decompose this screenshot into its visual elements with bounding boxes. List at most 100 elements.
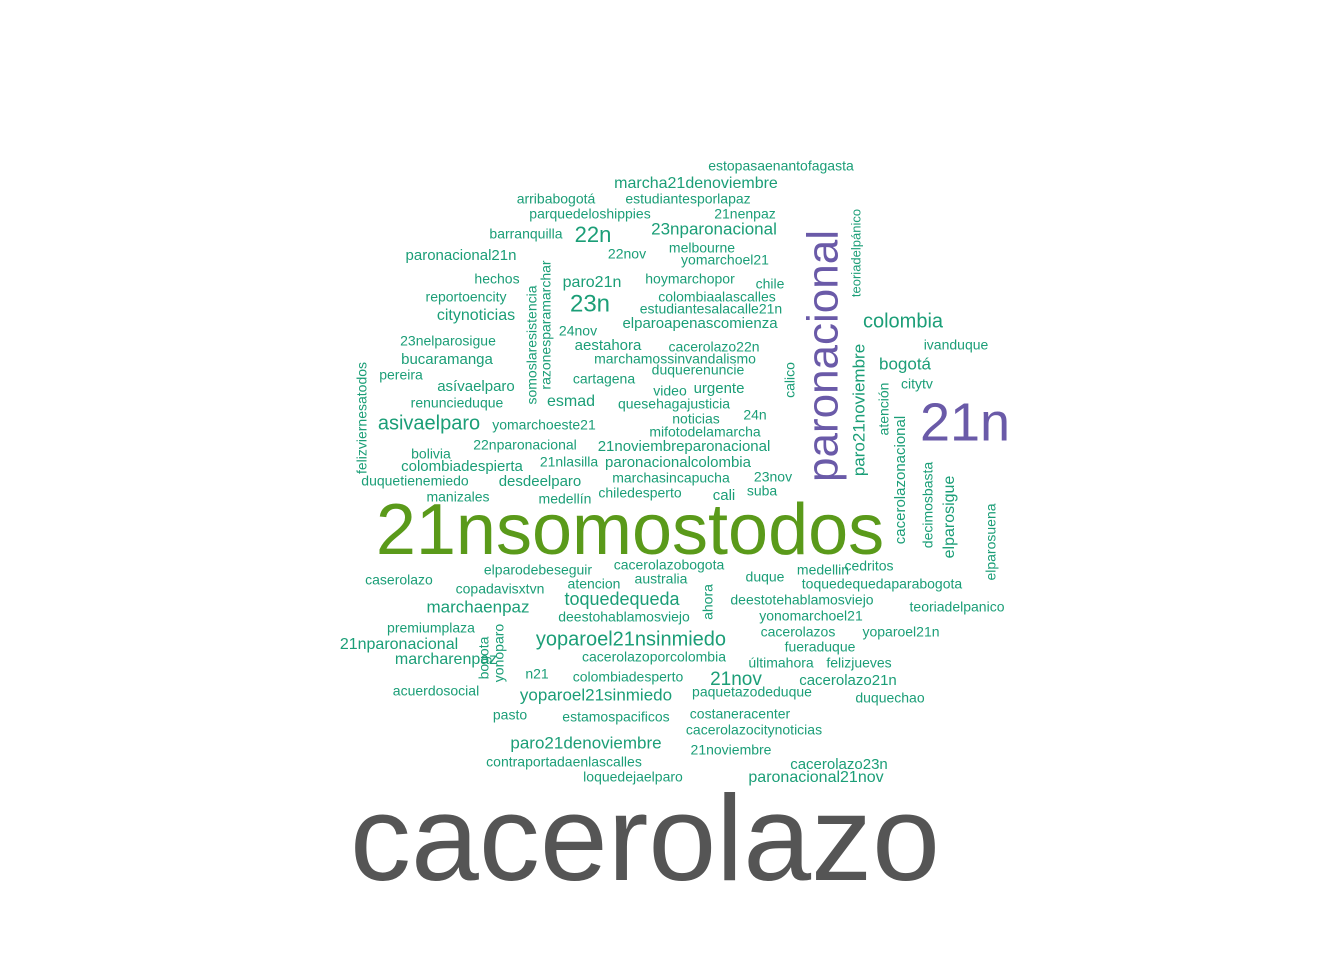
word-45: quesehagajusticia [618, 396, 730, 412]
word-68: medellin [797, 562, 849, 578]
word-40: asívaelparo [437, 378, 515, 395]
word-52: 21noviembreparonacional [598, 438, 771, 455]
word-51: 22nparonacional [473, 437, 577, 453]
word-105: 21noviembre [691, 742, 772, 758]
word-103: cacerolazocitynoticias [686, 722, 822, 738]
word-109: paronacional21nov [748, 769, 883, 786]
word-107: cacerolazo23n [790, 756, 888, 773]
word-62: chiledesperto [598, 485, 681, 501]
word-30: aestahora [575, 337, 642, 354]
word-66: cacerolazobogota [614, 557, 725, 573]
word-39: citytv [901, 376, 933, 392]
word-36: duquerenuncie [652, 362, 745, 378]
word-108: loquedejaelparo [583, 769, 683, 785]
word-64: manizales [426, 489, 489, 505]
word-96: acuerdosocial [393, 683, 479, 699]
word-65: medellín [539, 491, 592, 507]
word-49: yomarchoeste21 [492, 417, 596, 433]
word-5: marcha21denoviembre [614, 175, 778, 192]
word-53: bolivia [411, 446, 451, 462]
word-37: pereira [379, 367, 423, 383]
word-1: 21nsomostodos [376, 490, 884, 570]
word-71: australia [635, 571, 688, 587]
word-98: paquetazodeduque [692, 684, 812, 700]
word-73: atencion [568, 576, 621, 592]
word-117: cacerolazonacional [892, 416, 909, 544]
word-92: n21 [525, 666, 549, 682]
word-46: 24n [743, 407, 766, 423]
word-110: felizviernesatodos [354, 362, 370, 474]
word-83: cacerolazos [761, 624, 836, 640]
word-22: 23n [570, 290, 610, 317]
word-56: paronacionalcolombia [605, 454, 752, 471]
word-17: hechos [474, 271, 519, 287]
word-102: costaneracenter [690, 706, 791, 722]
word-24: citynoticias [437, 307, 515, 324]
word-75: copadavisxtvn [456, 581, 545, 597]
word-59: duquetienemiedo [361, 473, 469, 489]
word-57: marchasincapucha [612, 470, 730, 486]
word-13: melbourne [669, 240, 735, 256]
word-18: paro21n [563, 274, 622, 291]
word-42: video [653, 383, 687, 399]
word-89: cacerolazoporcolombia [582, 649, 726, 665]
word-87: fueraduque [785, 639, 856, 655]
word-28: 24nov [559, 323, 597, 339]
word-104: paro21denoviembre [510, 733, 661, 752]
word-85: yoparoel21nsinmiedo [536, 628, 726, 650]
word-14: paronacional21n [406, 247, 517, 264]
word-61: suba [747, 483, 778, 499]
word-4: estopasaenantofagasta [708, 158, 854, 174]
word-100: pasto [493, 707, 527, 723]
word-114: paro21noviembre [849, 344, 868, 476]
word-23: colombiaalascalles [658, 289, 776, 305]
word-6: arribabogotá [517, 191, 596, 207]
word-9: 21nenpaz [714, 206, 776, 222]
word-33: bucaramanga [401, 351, 493, 368]
word-95: cacerolazo21n [799, 672, 897, 689]
word-34: marchamossinvandalismo [594, 351, 756, 367]
word-21: reportoencity [426, 289, 507, 305]
word-8: parquedeloshippies [529, 206, 650, 222]
word-27: elparoapenascomienza [622, 315, 778, 332]
word-11: 22n [575, 222, 612, 247]
word-112: razonesparamarchar [538, 260, 554, 390]
word-15: 22nov [608, 246, 646, 262]
word-67: elparodebeseguir [484, 562, 593, 578]
word-81: yonomarchoel21 [759, 608, 863, 624]
word-43: renuncieduque [411, 395, 504, 411]
word-55: 21nlasilla [540, 454, 599, 470]
word-72: duque [746, 569, 785, 585]
word-20: chile [756, 276, 785, 292]
word-32: ivanduque [924, 337, 989, 353]
word-44: esmad [547, 393, 595, 410]
word-48: asivaelparo [378, 412, 480, 434]
word-80: deestohablamosviejo [558, 609, 690, 625]
word-26: colombia [863, 310, 944, 332]
word-2: paronacional [799, 230, 848, 482]
word-93: colombiadesperto [573, 669, 684, 685]
word-76: toquedequeda [564, 589, 680, 609]
word-82: premiumplaza [387, 620, 475, 636]
word-113: calico [782, 362, 798, 398]
word-84: yoparoel21n [862, 624, 939, 640]
word-123: yonoparo [491, 624, 507, 683]
word-41: urgente [694, 380, 745, 397]
word-47: noticias [672, 411, 719, 427]
word-79: teoriadelpanico [910, 599, 1005, 615]
word-116: atención [876, 383, 892, 436]
word-99: duquechao [855, 690, 925, 706]
word-88: marcharenpaz [395, 651, 497, 668]
word-58: 23nov [754, 469, 792, 485]
word-10: barranquilla [489, 226, 562, 242]
word-78: marchaenpaz [426, 597, 529, 616]
word-115: teoriadelpánico [848, 209, 863, 297]
word-0: cacerolazo [350, 770, 940, 906]
word-86: 21nparonacional [340, 636, 458, 653]
word-77: deestotehablamosviejo [730, 592, 873, 608]
word-31: cacerolazo22n [668, 339, 759, 355]
word-25: estudiantesalacalle21n [640, 301, 782, 317]
word-7: estudiantesporlapaz [625, 191, 750, 207]
word-35: bogotá [879, 354, 932, 373]
